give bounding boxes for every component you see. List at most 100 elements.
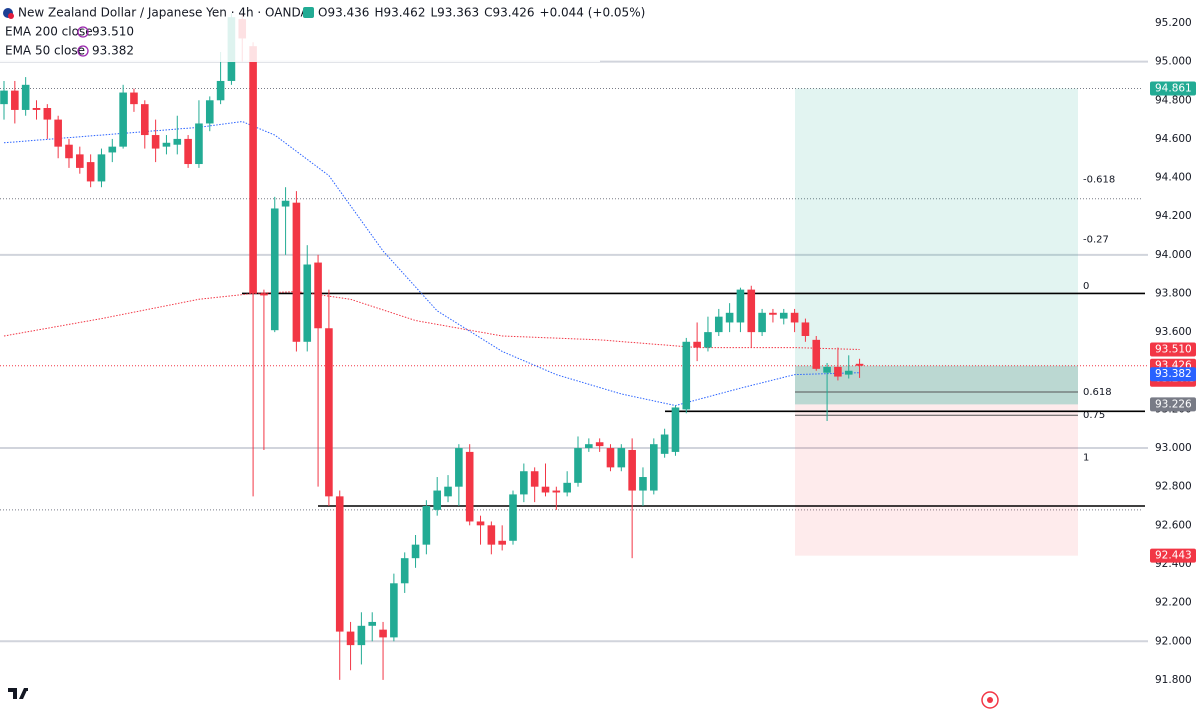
candle-body (520, 471, 528, 495)
candle-body (325, 328, 333, 497)
price-tag[interactable] (1150, 342, 1196, 357)
candle-body (444, 486, 452, 497)
candle-body (476, 521, 485, 526)
candle-body (563, 482, 571, 493)
price-tag-label: 94.861 (1155, 82, 1192, 94)
candle-body (97, 154, 106, 182)
candle-body (779, 312, 788, 319)
y-tick-label: 92.800 (1155, 481, 1192, 493)
symbol-title[interactable]: New Zealand Dollar / Japanese Yen · 4h ·… (18, 6, 309, 20)
candle-body (335, 496, 344, 632)
candle-body (357, 625, 366, 646)
fib-label: -0.618 (1083, 174, 1115, 185)
fib-label: 0 (1083, 281, 1089, 292)
record-dot (987, 697, 993, 703)
candle-body (108, 146, 117, 153)
candle-body (801, 322, 810, 336)
candle-body (303, 264, 312, 342)
candle-body (249, 46, 257, 294)
candle-body (585, 444, 593, 449)
price-tag-label: 93.226 (1155, 398, 1192, 410)
fib-label: 0.618 (1083, 387, 1112, 398)
candle-body (43, 108, 52, 120)
candle-body (86, 162, 95, 182)
indicator-name[interactable]: EMA 50 close (5, 44, 85, 58)
candle-body (682, 341, 691, 410)
y-tick-label: 92.200 (1155, 597, 1192, 609)
candle-body (162, 142, 171, 147)
candle-body (0, 90, 8, 105)
candle-body (173, 138, 182, 145)
y-tick-label: 93.000 (1155, 442, 1192, 454)
ohlc-value: L93.363 (430, 6, 479, 20)
candle-body (509, 494, 517, 541)
candle-body (270, 208, 279, 331)
open-pnl-zone (795, 365, 1078, 405)
candle-body (487, 525, 496, 545)
indicator-name[interactable]: EMA 200 close (5, 25, 93, 39)
candle-body (834, 366, 842, 377)
candle-body (411, 544, 420, 559)
candle-body (379, 629, 387, 638)
candle-body (530, 471, 539, 487)
price-tag[interactable] (1150, 367, 1196, 382)
price-tag[interactable] (1150, 548, 1196, 563)
candle-body (628, 449, 636, 491)
ema-line (3, 291, 860, 351)
candle-body (747, 289, 756, 333)
candle-body (54, 119, 62, 147)
candle-body (11, 90, 19, 110)
candle-body (184, 138, 192, 165)
indicator-value: 93.510 (92, 25, 134, 39)
candle-body (195, 123, 203, 165)
candle-body (76, 154, 84, 168)
candle-body (812, 339, 821, 369)
candle-body (390, 583, 398, 638)
candle-body (769, 312, 777, 315)
fib-label: -0.27 (1083, 234, 1109, 245)
y-tick-label: 93.800 (1155, 287, 1192, 299)
y-tick-label: 94.400 (1155, 172, 1192, 184)
candle-body (725, 312, 734, 323)
plot-background: -0.618 -0.27 0 0.618 0.75 1 (0, 60, 1148, 643)
candle-body (433, 490, 441, 510)
candle-body (671, 407, 680, 452)
candle-body (151, 135, 160, 149)
y-tick-label: 93.600 (1155, 326, 1192, 338)
record-button[interactable] (981, 691, 999, 709)
y-tick-label: 92.000 (1155, 635, 1192, 647)
candle-body (260, 293, 268, 296)
price-tag-label: 92.443 (1155, 550, 1192, 562)
candle-body (281, 200, 290, 207)
candle-body (119, 92, 127, 147)
flag-icon (8, 13, 14, 19)
y-tick-label: 95.000 (1155, 56, 1192, 68)
candle-body (552, 490, 561, 493)
y-tick-label: 94.800 (1155, 94, 1192, 106)
candle-body (368, 621, 377, 626)
tv-logo (8, 688, 28, 699)
candle-body (704, 332, 712, 348)
fib-label: 0.75 (1083, 410, 1105, 421)
market-status-icon[interactable] (303, 7, 314, 18)
logo-shape (8, 688, 28, 699)
candle-body (855, 363, 864, 366)
target-zone (795, 88, 1078, 366)
y-tick-label: 94.000 (1155, 249, 1192, 261)
price-tag[interactable] (1150, 81, 1196, 96)
candle-body (660, 434, 669, 454)
candle-body (21, 84, 30, 110)
indicator-value: 93.382 (92, 44, 134, 58)
candle-body (574, 448, 582, 483)
candle-body (314, 262, 322, 329)
ohlc-value: O93.436 (318, 6, 369, 20)
candle-body (844, 370, 853, 375)
plot (0, 13, 864, 680)
ohlc-value: +0.044 (+0.05%) (540, 6, 646, 20)
y-tick-label: 91.800 (1155, 674, 1192, 686)
candle-body (714, 316, 723, 333)
ohlc-value: H93.462 (374, 6, 425, 20)
ohlc-value: C93.426 (484, 6, 534, 20)
price-tag[interactable] (1150, 397, 1196, 412)
candle-body (422, 506, 431, 545)
